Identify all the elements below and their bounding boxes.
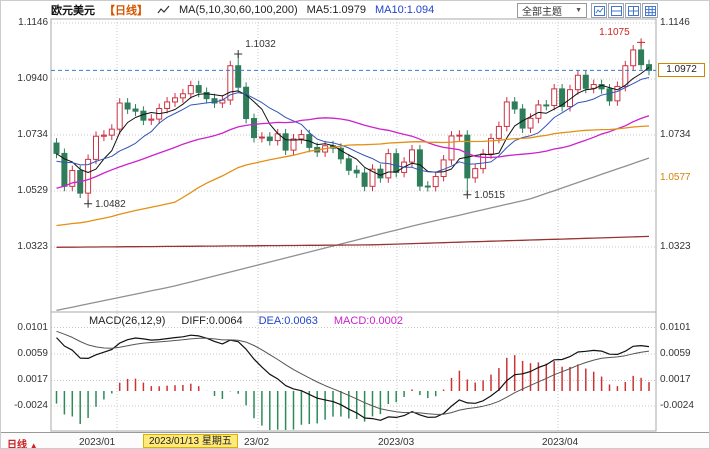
y-axis-label: 1.0529	[17, 185, 48, 196]
period-selector-label: 日线	[7, 440, 27, 449]
macd-diff-value: DIFF:0.0064	[181, 315, 243, 327]
macd-dea-value: DEA:0.0063	[258, 315, 318, 327]
y-axis-label: 1.1146	[18, 17, 48, 28]
y-axis-ref-label: 1.0577	[660, 172, 691, 183]
macd-axis-label: -0.0024	[14, 400, 48, 411]
layout-two-pane-icon	[610, 5, 622, 16]
y-axis-label: 1.0323	[17, 241, 48, 252]
layout-grid-button[interactable]	[642, 3, 658, 18]
selected-date-badge: 2023/01/13 星期五	[143, 434, 238, 448]
ma5-value: MA5:1.0979	[306, 4, 366, 16]
ma10-value: MA10:1.094	[374, 4, 435, 16]
layout-grid-icon	[644, 5, 656, 16]
period-tag: 【日线】	[104, 5, 148, 17]
theme-dropdown-label: 全部主题	[522, 7, 562, 18]
x-axis-date-label: 2023/04	[542, 437, 579, 448]
y-axis-label: 1.0734	[17, 129, 48, 140]
y-axis-label: 1.0940	[17, 73, 48, 84]
layout-single-icon	[593, 5, 605, 16]
macd-axis-label: 0.0101	[660, 322, 691, 333]
last-price-box: 1.0972	[658, 63, 705, 77]
y-axis-label: 1.0323	[660, 241, 691, 252]
x-axis-date-label: 2023/01	[79, 437, 116, 448]
layout-button-group	[591, 3, 658, 18]
period-selector[interactable]: 日线 ▲	[7, 436, 38, 449]
layout-four-pane-icon	[627, 5, 639, 16]
x-axis-date-label: 2023/03	[378, 437, 415, 448]
macd-axis-label: 0.0017	[17, 374, 48, 385]
layout-four-pane-button[interactable]	[625, 3, 641, 18]
y-axis-label: 1.1146	[660, 17, 690, 28]
header-bar: 欧元美元 【日线】 MA(5,10,30,60,100,200) MA5:1.0…	[51, 3, 434, 17]
macd-axis-label: 0.0017	[660, 374, 691, 385]
macd-hist-value: MACD:0.0002	[333, 315, 403, 327]
macd-axis-label: 0.0059	[660, 348, 691, 359]
macd-axis-label: -0.0024	[660, 400, 694, 411]
macd-axis-label: 0.0059	[17, 348, 48, 359]
layout-two-pane-button[interactable]	[608, 3, 624, 18]
macd-header: MACD(26,12,9) DIFF:0.0064 DEA:0.0063 MAC…	[89, 315, 403, 327]
x-axis-date-label: 23/02	[244, 437, 270, 448]
footer-bar: 日线 ▲ 2023/01 2023/01/13 星期五 23/02 2023/0…	[1, 432, 709, 449]
y-axis-label: 1.0734	[660, 129, 691, 140]
indicator-icon	[157, 5, 170, 16]
triangle-up-icon: ▲	[29, 441, 38, 449]
chevron-down-icon: ▼	[575, 7, 582, 14]
theme-dropdown[interactable]: 全部主题 ▼	[517, 3, 587, 18]
layout-single-button[interactable]	[591, 3, 607, 18]
ma-settings-label: MA(5,10,30,60,100,200)	[179, 4, 298, 16]
macd-axis-label: 0.0101	[17, 322, 48, 333]
symbol-title: 欧元美元	[51, 5, 95, 17]
macd-params-label: MACD(26,12,9)	[89, 315, 166, 327]
